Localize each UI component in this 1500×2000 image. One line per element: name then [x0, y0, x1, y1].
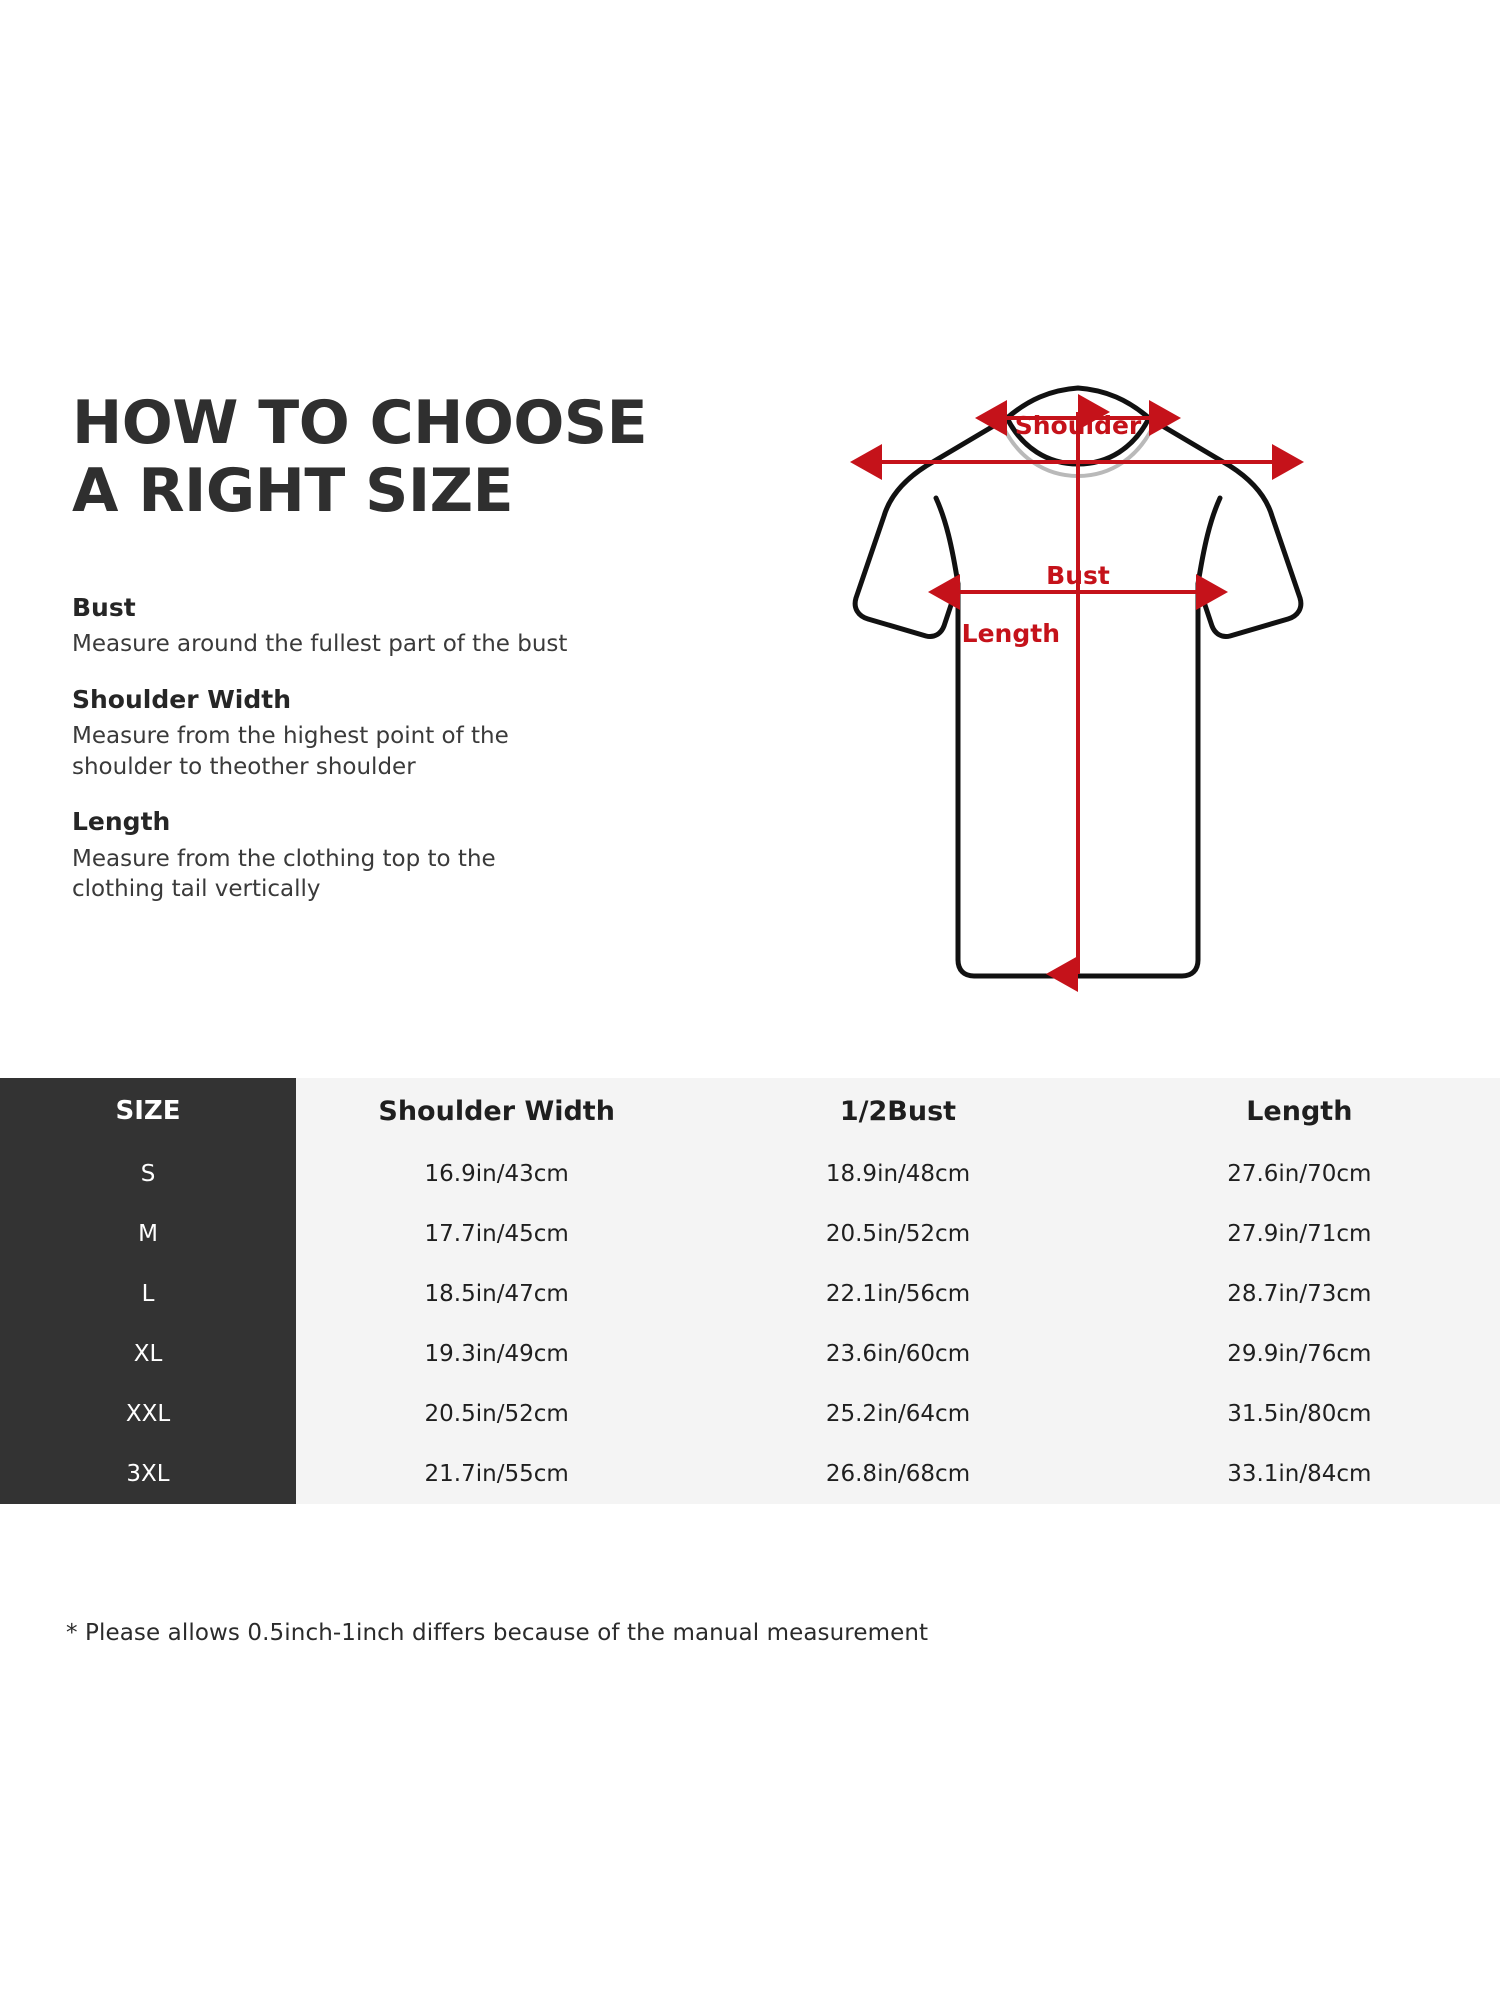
- table-row-size-cell: XXL: [0, 1384, 296, 1444]
- table-row-size-cell: S: [0, 1144, 296, 1204]
- measurement-entry-shoulder-width: Shoulder Width Measure from the highest …: [72, 684, 712, 783]
- page-title: HOW TO CHOOSE A RIGHT SIZE: [72, 388, 648, 526]
- table-row-shoulder-cell: 17.7in/45cm: [424, 1221, 569, 1247]
- measurement-term: Bust: [72, 592, 136, 622]
- measurement-description: Measure from the clothing top to the clo…: [72, 845, 496, 903]
- table-header-shoulder-width: Shoulder Width: [378, 1095, 615, 1127]
- table-row-size-cell: M: [0, 1204, 296, 1264]
- table-row-length-cell: 27.6in/70cm: [1227, 1161, 1372, 1187]
- measurement-entry-length: Length Measure from the clothing top to …: [72, 806, 712, 905]
- table-header-length: Length: [1246, 1095, 1353, 1127]
- table-row-size-cell: L: [0, 1264, 296, 1324]
- table-row-bust-cell: 23.6in/60cm: [825, 1341, 971, 1367]
- table-row-size-cell: 3XL: [0, 1444, 296, 1504]
- table-row-size-cell: XL: [0, 1324, 296, 1384]
- table-row-shoulder-cell: 20.5in/52cm: [424, 1401, 569, 1427]
- measurement-disclaimer: * Please allows 0.5inch-1inch differs be…: [66, 1620, 929, 1646]
- length-label: Length: [962, 619, 1060, 648]
- table-row-length-cell: 33.1in/84cm: [1227, 1461, 1372, 1487]
- table-row-length-cell: 28.7in/73cm: [1227, 1281, 1372, 1307]
- table-row-bust-cell: 22.1in/56cm: [825, 1281, 971, 1307]
- measurement-description: Measure around the fullest part of the b…: [72, 631, 568, 658]
- table-row-shoulder-cell: 18.5in/47cm: [424, 1281, 569, 1307]
- table-row-shoulder-cell: 21.7in/55cm: [424, 1461, 569, 1487]
- table-row-bust-cell: 25.2in/64cm: [825, 1401, 971, 1427]
- tshirt-left-armhole-seam: [933, 495, 961, 587]
- table-row-shoulder-cell: 16.9in/43cm: [424, 1161, 569, 1187]
- table-row-shoulder-cell: 19.3in/49cm: [424, 1341, 569, 1367]
- measurement-term: Length: [72, 807, 171, 837]
- table-row-bust-cell: 20.5in/52cm: [825, 1221, 971, 1247]
- measurement-info-column: HOW TO CHOOSE A RIGHT SIZE Bust Measure …: [72, 388, 712, 929]
- measurement-entry-bust: Bust Measure around the fullest part of …: [72, 592, 712, 660]
- top-section: HOW TO CHOOSE A RIGHT SIZE Bust Measure …: [72, 370, 1400, 1020]
- tshirt-right-armhole-seam: [1195, 495, 1223, 587]
- table-row-length-cell: 29.9in/76cm: [1227, 1341, 1372, 1367]
- measurement-description: Measure from the highest point of the sh…: [72, 723, 509, 780]
- table-header-size: SIZE: [0, 1078, 296, 1144]
- table-row-bust-cell: 26.8in/68cm: [825, 1461, 971, 1487]
- table-row-length-cell: 31.5in/80cm: [1227, 1401, 1372, 1427]
- length-measurement-annotation: Length: [962, 394, 1110, 992]
- tshirt-diagram: Shoulder Bust Length: [760, 370, 1400, 1020]
- size-table: SIZE Shoulder Width 1/2Bust Length S 16.…: [0, 1078, 1500, 1504]
- measurement-term: Shoulder Width: [72, 684, 292, 714]
- table-row-bust-cell: 18.9in/48cm: [825, 1161, 971, 1187]
- table-row-length-cell: 27.9in/71cm: [1227, 1221, 1372, 1247]
- table-header-half-bust: 1/2Bust: [839, 1095, 957, 1127]
